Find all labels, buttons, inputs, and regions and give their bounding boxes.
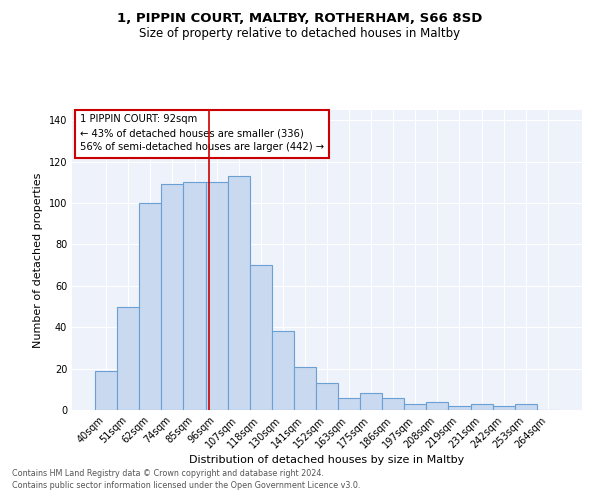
Bar — [316, 383, 338, 410]
Bar — [338, 398, 360, 410]
Bar — [161, 184, 184, 410]
Bar — [95, 370, 117, 410]
X-axis label: Distribution of detached houses by size in Maltby: Distribution of detached houses by size … — [190, 456, 464, 466]
Text: 1, PIPPIN COURT, MALTBY, ROTHERHAM, S66 8SD: 1, PIPPIN COURT, MALTBY, ROTHERHAM, S66 … — [118, 12, 482, 26]
Bar — [206, 182, 227, 410]
Bar — [184, 182, 206, 410]
Bar — [404, 404, 427, 410]
Text: Contains public sector information licensed under the Open Government Licence v3: Contains public sector information licen… — [12, 481, 361, 490]
Bar — [493, 406, 515, 410]
Bar — [448, 406, 470, 410]
Text: 1 PIPPIN COURT: 92sqm
← 43% of detached houses are smaller (336)
56% of semi-det: 1 PIPPIN COURT: 92sqm ← 43% of detached … — [80, 114, 324, 152]
Bar — [427, 402, 448, 410]
Bar — [360, 394, 382, 410]
Y-axis label: Number of detached properties: Number of detached properties — [33, 172, 43, 348]
Text: Contains HM Land Registry data © Crown copyright and database right 2024.: Contains HM Land Registry data © Crown c… — [12, 468, 324, 477]
Bar — [382, 398, 404, 410]
Bar — [515, 404, 537, 410]
Bar — [272, 332, 294, 410]
Bar — [117, 306, 139, 410]
Bar — [139, 203, 161, 410]
Bar — [294, 366, 316, 410]
Bar — [227, 176, 250, 410]
Bar — [470, 404, 493, 410]
Text: Size of property relative to detached houses in Maltby: Size of property relative to detached ho… — [139, 28, 461, 40]
Bar — [250, 265, 272, 410]
